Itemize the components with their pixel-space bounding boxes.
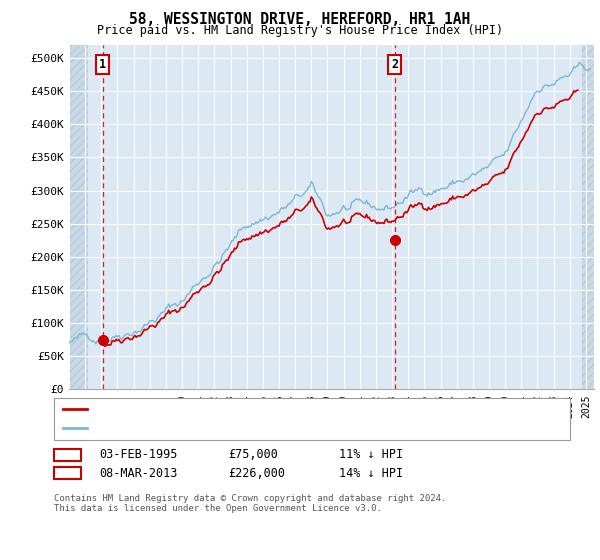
Text: 2: 2 (391, 58, 398, 71)
Text: 08-MAR-2013: 08-MAR-2013 (99, 466, 178, 480)
Text: 14% ↓ HPI: 14% ↓ HPI (339, 466, 403, 480)
Text: 03-FEB-1995: 03-FEB-1995 (99, 448, 178, 461)
Text: 1: 1 (64, 448, 71, 461)
Text: 58, WESSINGTON DRIVE, HEREFORD, HR1 1AH: 58, WESSINGTON DRIVE, HEREFORD, HR1 1AH (130, 12, 470, 27)
Bar (69, 45, 88, 389)
Text: £75,000: £75,000 (228, 448, 278, 461)
Text: 58, WESSINGTON DRIVE, HEREFORD, HR1 1AH (detached house): 58, WESSINGTON DRIVE, HEREFORD, HR1 1AH … (93, 404, 443, 414)
Text: 11% ↓ HPI: 11% ↓ HPI (339, 448, 403, 461)
Text: 1: 1 (99, 58, 106, 71)
Text: Contains HM Land Registry data © Crown copyright and database right 2024.
This d: Contains HM Land Registry data © Crown c… (54, 494, 446, 514)
Text: HPI: Average price, detached house, Herefordshire: HPI: Average price, detached house, Here… (93, 423, 399, 433)
Text: £226,000: £226,000 (228, 466, 285, 480)
Text: 2: 2 (64, 466, 71, 480)
Text: Price paid vs. HM Land Registry's House Price Index (HPI): Price paid vs. HM Land Registry's House … (97, 24, 503, 36)
Bar (582, 45, 594, 389)
